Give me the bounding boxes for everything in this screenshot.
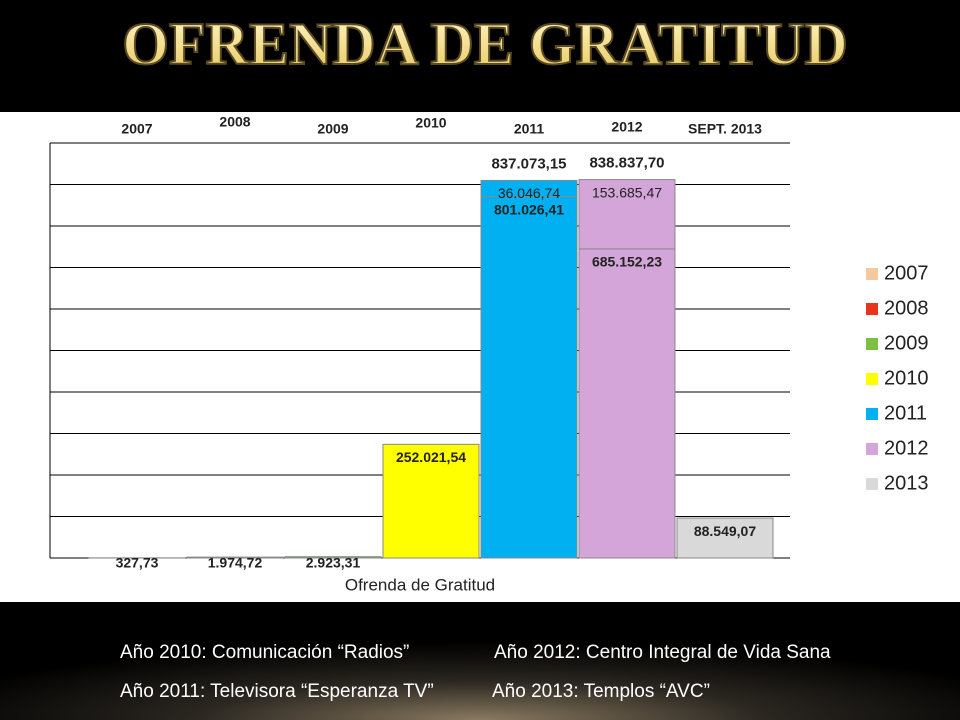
glow [0,590,960,720]
legend-swatch [866,338,878,350]
legend-label: 2009 [884,332,929,354]
legend-label: 2011 [884,402,927,424]
note: Año 2011: Televisora “Esperanza TV” [120,681,434,702]
total-label: 838.837,70 [589,155,664,172]
bar-segment [578,179,676,250]
legend-swatch [866,268,878,280]
value-label: 685.152,23 [592,254,662,270]
legend-label: 2012 [884,437,929,459]
category-label: 2011 [514,121,545,137]
value-label: 801.026,41 [494,201,564,217]
legend-label: 2013 [884,472,929,494]
bar-segment [186,556,284,559]
value-label: 88.549,07 [694,523,756,539]
value-label: 153.685,47 [592,184,662,200]
chart-title: OFRENDA DE GRATITUD [122,11,848,77]
value-label: 36.046,74 [498,185,560,201]
note: Año 2012: Centro Integral de Vida Sana [494,642,831,663]
bar-segment [578,248,676,559]
note: Año 2013: Templos “AVC” [492,681,710,702]
category-label: 2007 [121,121,152,137]
legend-label: 2010 [884,367,929,389]
legend-swatch [866,478,878,490]
note: Año 2010: Comunicación “Radios” [120,642,409,663]
legend-label: 2008 [884,297,929,319]
legend-label: 2007 [884,262,929,284]
bar-segment [480,196,578,559]
chart-area [0,112,960,602]
legend-swatch [866,443,878,455]
value-label: 2.923,31 [306,555,361,571]
category-label: 2009 [317,121,348,137]
category-label: 2012 [611,119,642,135]
legend-swatch [866,408,878,420]
bar-segment [284,556,382,559]
total-label: 837.073,15 [491,155,566,172]
category-label: 2008 [219,114,250,130]
value-label: 252.021,54 [396,449,466,465]
category-label: SEPT. 2013 [688,121,762,137]
value-label: 1.974,72 [208,555,263,571]
category-label: 2010 [415,115,446,131]
legend-swatch [866,303,878,315]
x-axis-label: Ofrenda de Gratitud [345,575,495,594]
legend-swatch [866,373,878,385]
value-label: 327,73 [116,555,159,571]
bar-segment [480,179,578,198]
bar-segment [676,517,774,559]
bar-segment [382,443,480,559]
